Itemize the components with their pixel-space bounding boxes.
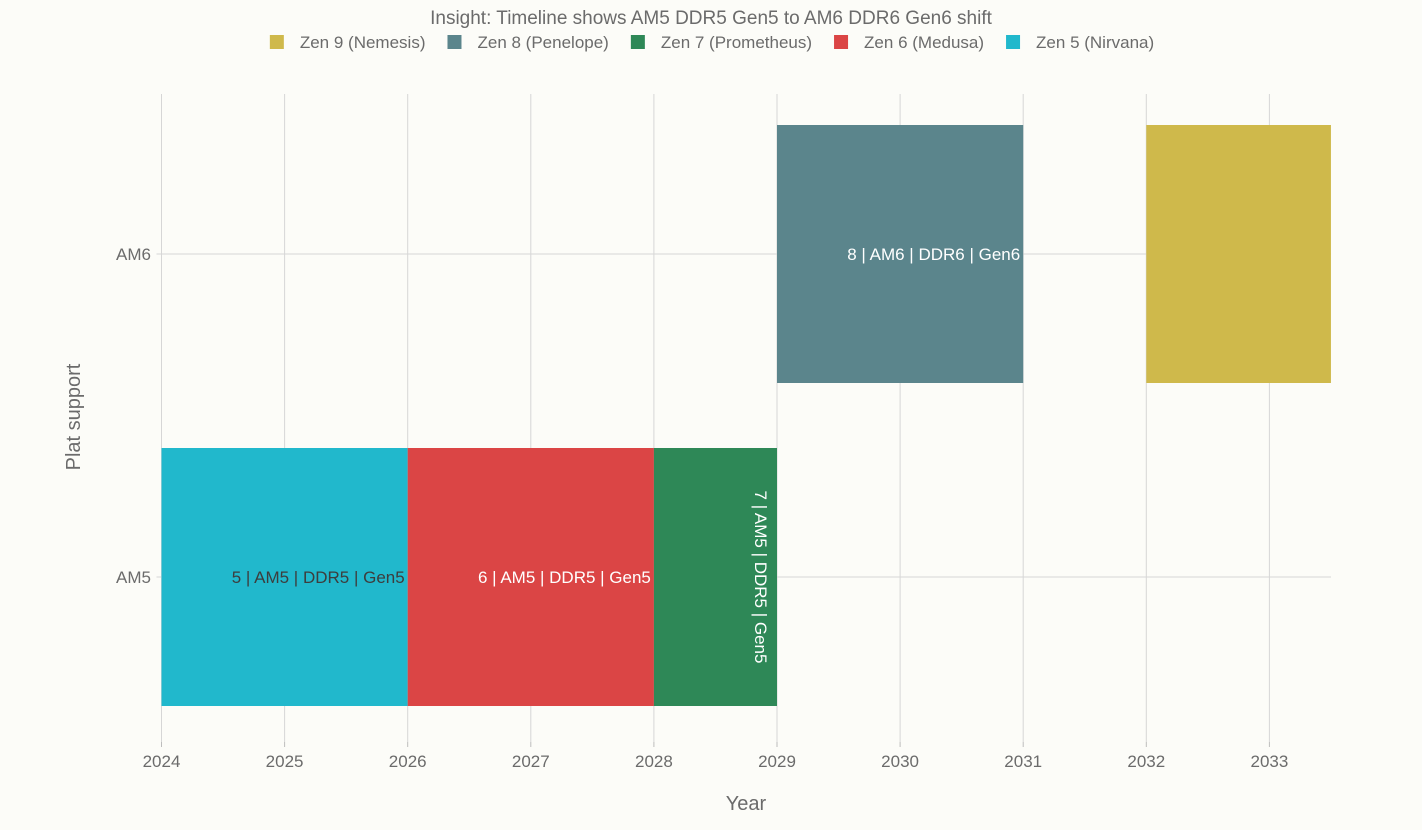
x-tick-label-2032: 2032 bbox=[1127, 752, 1165, 771]
y-axis-ticks: AM5 AM6 bbox=[116, 245, 151, 587]
x-tick-label-2025: 2025 bbox=[266, 752, 304, 771]
legend-swatch-zen-9-nemesis bbox=[269, 35, 284, 49]
legend-item-zen-5-nirvana: Zen 5 (Nirvana) bbox=[1006, 33, 1154, 52]
x-tick-label-2028: 2028 bbox=[635, 752, 673, 771]
bar-zen-9-nemesis bbox=[1146, 125, 1331, 383]
bar-zen-5-nirvana bbox=[161, 448, 408, 706]
y-axis-title: Plat support bbox=[63, 363, 85, 470]
legend: Zen 9 (Nemesis) Zen 8 (Penelope) Zen 7 (Pr… bbox=[269, 33, 1154, 52]
legend-item-zen-9-nemesis: Zen 9 (Nemesis) bbox=[269, 33, 426, 52]
legend-item-zen-6-medusa: Zen 6 (Medusa) bbox=[834, 33, 984, 52]
x-tick-label-2031: 2031 bbox=[1004, 752, 1042, 771]
x-tick-label-2030: 2030 bbox=[881, 752, 919, 771]
legend-label-zen-9-nemesis: Zen 9 (Nemesis) bbox=[300, 33, 426, 52]
bar-zen-7-prometheus bbox=[653, 448, 777, 706]
legend-swatch-zen-6-medusa bbox=[834, 35, 849, 49]
x-axis-title: Year bbox=[726, 793, 767, 815]
y-tick-label-am6: AM6 bbox=[116, 245, 151, 264]
bar-zen-8-penelope bbox=[777, 125, 1024, 383]
bar-label-zen-6-medusa: 6 | AM5 | DDR5 | Gen5 bbox=[478, 568, 651, 587]
x-tick-label-2024: 2024 bbox=[143, 752, 181, 771]
x-tick-label-2027: 2027 bbox=[512, 752, 550, 771]
legend-swatch-zen-7-prometheus bbox=[630, 35, 645, 49]
x-axis-ticks: 2024 2025 2026 2027 2028 2029 2030 2031 2032 2033 bbox=[143, 742, 1288, 771]
x-tick-label-2033: 2033 bbox=[1250, 752, 1288, 771]
bar-label-zen-7-prometheus: 7 | AM5 | DDR5 | Gen5 bbox=[751, 491, 770, 664]
bar-zen-6-medusa bbox=[407, 448, 654, 706]
legend-swatch-zen-5-nirvana bbox=[1006, 35, 1021, 49]
legend-item-zen-7-prometheus: Zen 7 (Prometheus) bbox=[630, 33, 812, 52]
bar-label-zen-5-nirvana: 5 | AM5 | DDR5 | Gen5 bbox=[232, 568, 405, 587]
legend-label-zen-5-nirvana: Zen 5 (Nirvana) bbox=[1036, 33, 1154, 52]
legend-item-zen-8-penelope: Zen 8 (Penelope) bbox=[447, 33, 609, 52]
chart-title: Insight: Timeline shows AM5 DDR5 Gen5 to… bbox=[430, 8, 993, 29]
y-tick-label-am5: AM5 bbox=[116, 568, 151, 587]
legend-label-zen-6-medusa: Zen 6 (Medusa) bbox=[864, 33, 984, 52]
legend-swatch-zen-8-penelope bbox=[447, 35, 462, 49]
bar-label-zen-8-penelope: 8 | AM6 | DDR6 | Gen6 bbox=[847, 245, 1020, 264]
legend-label-zen-7-prometheus: Zen 7 (Prometheus) bbox=[661, 33, 812, 52]
x-tick-label-2026: 2026 bbox=[389, 752, 427, 771]
x-tick-label-2029: 2029 bbox=[758, 752, 796, 771]
bars: 5 | AM5 | DDR5 | Gen5 6 | AM5 | DDR5 | Ge… bbox=[161, 125, 1331, 706]
legend-label-zen-8-penelope: Zen 8 (Penelope) bbox=[477, 33, 608, 52]
